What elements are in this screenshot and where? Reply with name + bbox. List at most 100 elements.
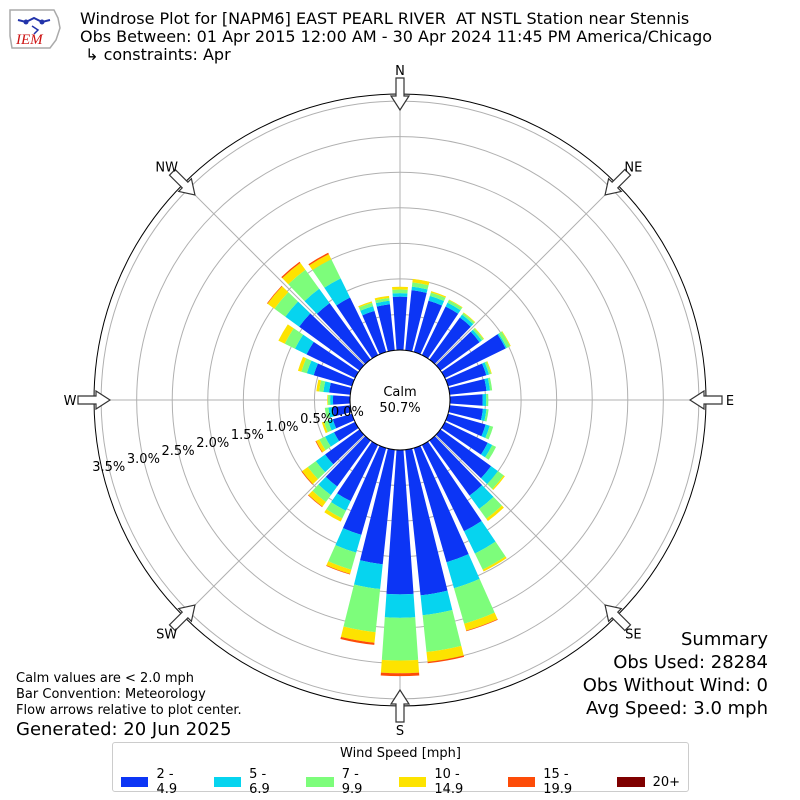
windrose-bar-segment: [358, 302, 374, 311]
legend-swatch: [507, 777, 536, 787]
windrose-bar-segment: [464, 612, 498, 631]
windrose-bar-segment: [411, 282, 429, 290]
windrose-bar-segment: [323, 420, 332, 433]
windrose-bar-segment: [498, 331, 511, 348]
windrose-bar-segment: [381, 617, 419, 661]
windrose-bar-segment: [445, 413, 486, 437]
windrose-bar-segment: [329, 382, 352, 395]
radial-tick-label: 0.5%: [300, 412, 333, 427]
windrose-bar-segment: [501, 331, 511, 347]
compass-label: W: [64, 394, 77, 409]
windrose-bar-segment: [324, 407, 331, 419]
radial-tick-label: 1.0%: [265, 420, 298, 435]
legend-label: 2 - 4.9: [156, 767, 178, 797]
windrose-bar-segment: [343, 584, 381, 633]
windrose-bar-segment: [332, 395, 351, 405]
windrose-bar-segment: [421, 306, 459, 359]
windrose-bar-segment: [446, 554, 480, 589]
windrose-bar-segment: [459, 314, 474, 327]
windrose-bar-segment: [486, 505, 504, 521]
windrose-bar-segment: [288, 269, 320, 302]
flow-arrows: [77, 77, 723, 723]
windrose-bar-segment: [375, 300, 390, 307]
windrose-bar-segment: [376, 304, 395, 352]
legend-swatch: [398, 777, 427, 787]
calm-circle: [349, 349, 451, 451]
windrose-bar-segment: [316, 379, 322, 392]
windrose-bar-segment: [325, 435, 371, 487]
legend-item: 5 - 6.9: [213, 767, 291, 797]
windrose-bar-segment: [274, 292, 299, 317]
windrose-bar-segment: [470, 329, 482, 343]
windrose-bar-segment: [435, 429, 492, 479]
flow-arrow-icon: [688, 389, 723, 411]
windrose-bar-segment: [484, 378, 491, 391]
windrose-bar-segment: [480, 466, 498, 485]
windrose-bar-segment: [484, 409, 489, 422]
legend-swatch: [306, 777, 334, 787]
windrose-bar-segment: [316, 439, 326, 453]
compass-label: S: [396, 724, 404, 739]
windrose-bar-segment: [362, 310, 387, 355]
windrose-bar-segment: [354, 560, 383, 590]
flow-arrow-icon: [168, 168, 196, 196]
iem-logo: IEM: [9, 9, 61, 49]
windrose-bar-segment: [328, 419, 337, 431]
windrose-bar-segment: [411, 286, 428, 293]
windrose-bar-segment: [318, 476, 338, 496]
radial-tick-label: 2.5%: [162, 444, 195, 459]
calm-value: 50.7%: [379, 401, 420, 416]
windrose-bar-segment: [309, 254, 332, 271]
windrose-bar-segment: [480, 408, 487, 422]
windrose-bar-segment: [487, 471, 504, 490]
windrose-bar-segment: [301, 471, 313, 485]
windrose-bar-segment: [422, 609, 462, 652]
summary-heading: Summary: [681, 629, 768, 650]
windrose-bar-segment: [480, 442, 493, 458]
windrose-bar-segment: [328, 407, 335, 418]
windrose-bar-segment: [479, 496, 502, 519]
windrose-bar-segment: [474, 327, 485, 340]
windrose-bar-segment: [413, 300, 443, 355]
summary-avg-speed: Avg Speed: 3.0 mph: [586, 698, 768, 719]
legend-label: 15 - 19.9: [543, 767, 573, 797]
windrose-bar-segment: [360, 448, 395, 565]
windrose-bar-segment: [342, 445, 387, 535]
windrose-bar-segment: [308, 490, 326, 507]
grid-spoke: [435, 183, 617, 365]
windrose-bar-segment: [392, 296, 408, 351]
windrose-bar-segment: [447, 300, 463, 311]
windrose-bar-segment: [284, 328, 304, 349]
summary-obs-used: Obs Used: 28284: [613, 652, 768, 673]
windrose-bar-segment: [441, 421, 488, 455]
windrose-bar-segment: [405, 448, 448, 596]
windrose-bar-segment: [429, 317, 471, 365]
windrose-bar-segment: [266, 285, 283, 304]
legend-item: 7 - 9.9: [306, 767, 383, 797]
windrose-bar-segment: [487, 377, 493, 391]
windrose-bar-segment: [315, 440, 323, 453]
windrose-bar-segment: [429, 435, 483, 496]
windrose-bar-segment: [308, 252, 329, 266]
windrose-bar-segment: [421, 441, 482, 532]
windrose-bar-segment: [326, 565, 351, 575]
windrose-bar-segment: [412, 278, 430, 286]
windrose-bar-segment: [448, 405, 483, 421]
windrose-bar-segment: [285, 301, 311, 327]
windrose-bar-segment: [325, 432, 340, 447]
windrose-bar-segment: [340, 636, 375, 645]
legend-swatch: [213, 777, 242, 787]
windrose-bar-segment: [332, 405, 352, 417]
compass-label: NE: [624, 161, 642, 176]
windrose-bar-segment: [380, 659, 420, 674]
radial-tick-label: 1.5%: [231, 428, 264, 443]
windrose-bar-segment: [360, 306, 375, 316]
legend-label: 7 - 9.9: [341, 767, 363, 797]
windrose-bar-segment: [282, 262, 306, 285]
windrose-bar-segment: [307, 494, 323, 508]
legend-label: 20+: [652, 774, 681, 790]
windrose-bar-segment: [297, 356, 307, 372]
windrose-bar-segment: [492, 475, 505, 491]
windrose-bar-segment: [481, 424, 490, 438]
